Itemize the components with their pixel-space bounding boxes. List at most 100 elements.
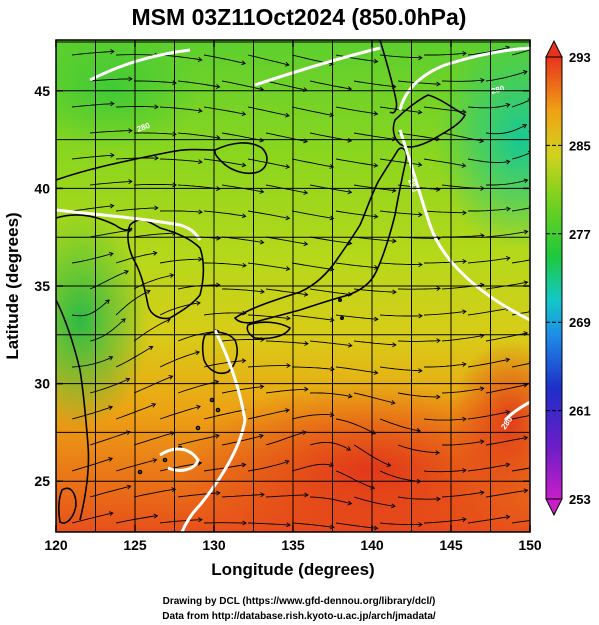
streamline-arrow	[128, 128, 133, 134]
x-tick-label: 135	[281, 537, 305, 553]
streamline-arrow	[260, 289, 265, 295]
streamline	[266, 132, 308, 143]
streamline-arrow	[462, 517, 467, 522]
streamline	[511, 152, 530, 160]
streamline-arrow	[347, 189, 353, 195]
streamline	[292, 262, 334, 271]
streamline-arrow	[172, 80, 177, 86]
streamline-arrow	[329, 462, 334, 468]
streamline	[380, 158, 422, 166]
streamline	[204, 312, 247, 316]
streamline	[160, 106, 202, 112]
streamline	[398, 80, 441, 85]
streamline-arrow	[128, 179, 133, 185]
x-axis: 120 125 130 135 140 145 150	[44, 40, 542, 553]
streamline	[177, 434, 220, 446]
streamline-arrow	[436, 81, 441, 87]
streamline-arrow	[418, 313, 423, 319]
streamline	[512, 207, 530, 212]
streamline	[292, 314, 334, 321]
streamline-arrow	[286, 315, 291, 321]
streamline-arrow	[198, 256, 203, 262]
streamline	[204, 210, 246, 217]
streamline	[354, 392, 395, 404]
streamline-arrow	[109, 203, 115, 209]
streamline	[380, 366, 422, 372]
streamline-arrow	[152, 458, 158, 463]
streamline	[266, 288, 308, 296]
streamline	[248, 365, 290, 368]
streamline	[424, 158, 466, 167]
streamline	[222, 236, 264, 244]
streamline-arrow	[479, 386, 485, 392]
streamline	[178, 80, 220, 88]
streamline-arrow	[505, 159, 511, 165]
x-tick-label: 140	[360, 537, 384, 553]
streamline-arrow	[523, 435, 529, 441]
streamline	[424, 518, 466, 524]
streamline	[72, 253, 114, 264]
contour-label: 280	[490, 84, 506, 96]
streamline	[486, 124, 527, 135]
cold-region-west	[56, 210, 150, 430]
streamline-arrow	[373, 162, 379, 168]
streamline-arrow	[505, 514, 511, 520]
streamline	[310, 392, 352, 398]
streamline-arrow	[285, 408, 290, 413]
streamline-arrow	[304, 341, 309, 346]
y-tick-label: 30	[34, 376, 50, 392]
streamline	[468, 158, 510, 163]
credit-drawing: Drawing by DCL (https://www.gfd-dennou.o…	[163, 596, 436, 607]
streamline-arrow	[301, 430, 307, 436]
x-tick-label: 150	[518, 537, 542, 553]
streamline-arrow	[436, 338, 441, 344]
streamline	[292, 522, 334, 528]
streamline	[90, 180, 132, 186]
streamline	[291, 463, 334, 472]
streamline	[468, 463, 510, 472]
x-tick-label: 130	[202, 537, 226, 553]
streamline	[247, 409, 290, 420]
streamline-arrow	[108, 356, 114, 361]
streamline	[248, 210, 290, 219]
streamline-arrow	[241, 60, 247, 66]
streamline	[89, 485, 131, 498]
streamline	[468, 208, 511, 212]
streamline	[248, 158, 290, 168]
streamline	[204, 158, 246, 166]
streamline	[72, 205, 114, 212]
streamline	[398, 339, 441, 342]
streamline-arrow	[198, 159, 203, 165]
streamline	[354, 236, 396, 242]
streamline-arrow	[105, 299, 110, 304]
y-tick-label: 25	[34, 473, 50, 489]
streamline	[159, 405, 201, 420]
x-tick-label: 125	[123, 537, 147, 553]
streamline-arrow	[418, 55, 423, 61]
streamline-arrow	[330, 366, 335, 372]
streamline	[222, 385, 264, 394]
streamline	[486, 70, 528, 82]
streamline-arrow	[171, 487, 177, 493]
streamline-arrow	[108, 457, 114, 462]
streamline	[266, 236, 308, 245]
streamline-arrow	[286, 363, 291, 368]
colorbar: 253 261 269 277 285 293	[545, 39, 591, 517]
streamline-arrow	[303, 189, 309, 195]
streamline	[222, 80, 264, 91]
streamline	[248, 314, 290, 319]
streamline	[310, 236, 352, 244]
streamline	[486, 489, 528, 498]
streamline	[511, 100, 530, 108]
streamline	[442, 79, 485, 82]
streamline	[222, 493, 265, 498]
streamline-arrow	[128, 76, 133, 82]
cold-region-northeast	[435, 40, 530, 250]
streamline-arrow	[522, 70, 528, 75]
streamline	[380, 522, 423, 526]
streamline-arrow	[242, 262, 247, 268]
streamline	[134, 132, 177, 135]
streamline	[512, 415, 530, 420]
streamline-arrow	[347, 291, 353, 297]
